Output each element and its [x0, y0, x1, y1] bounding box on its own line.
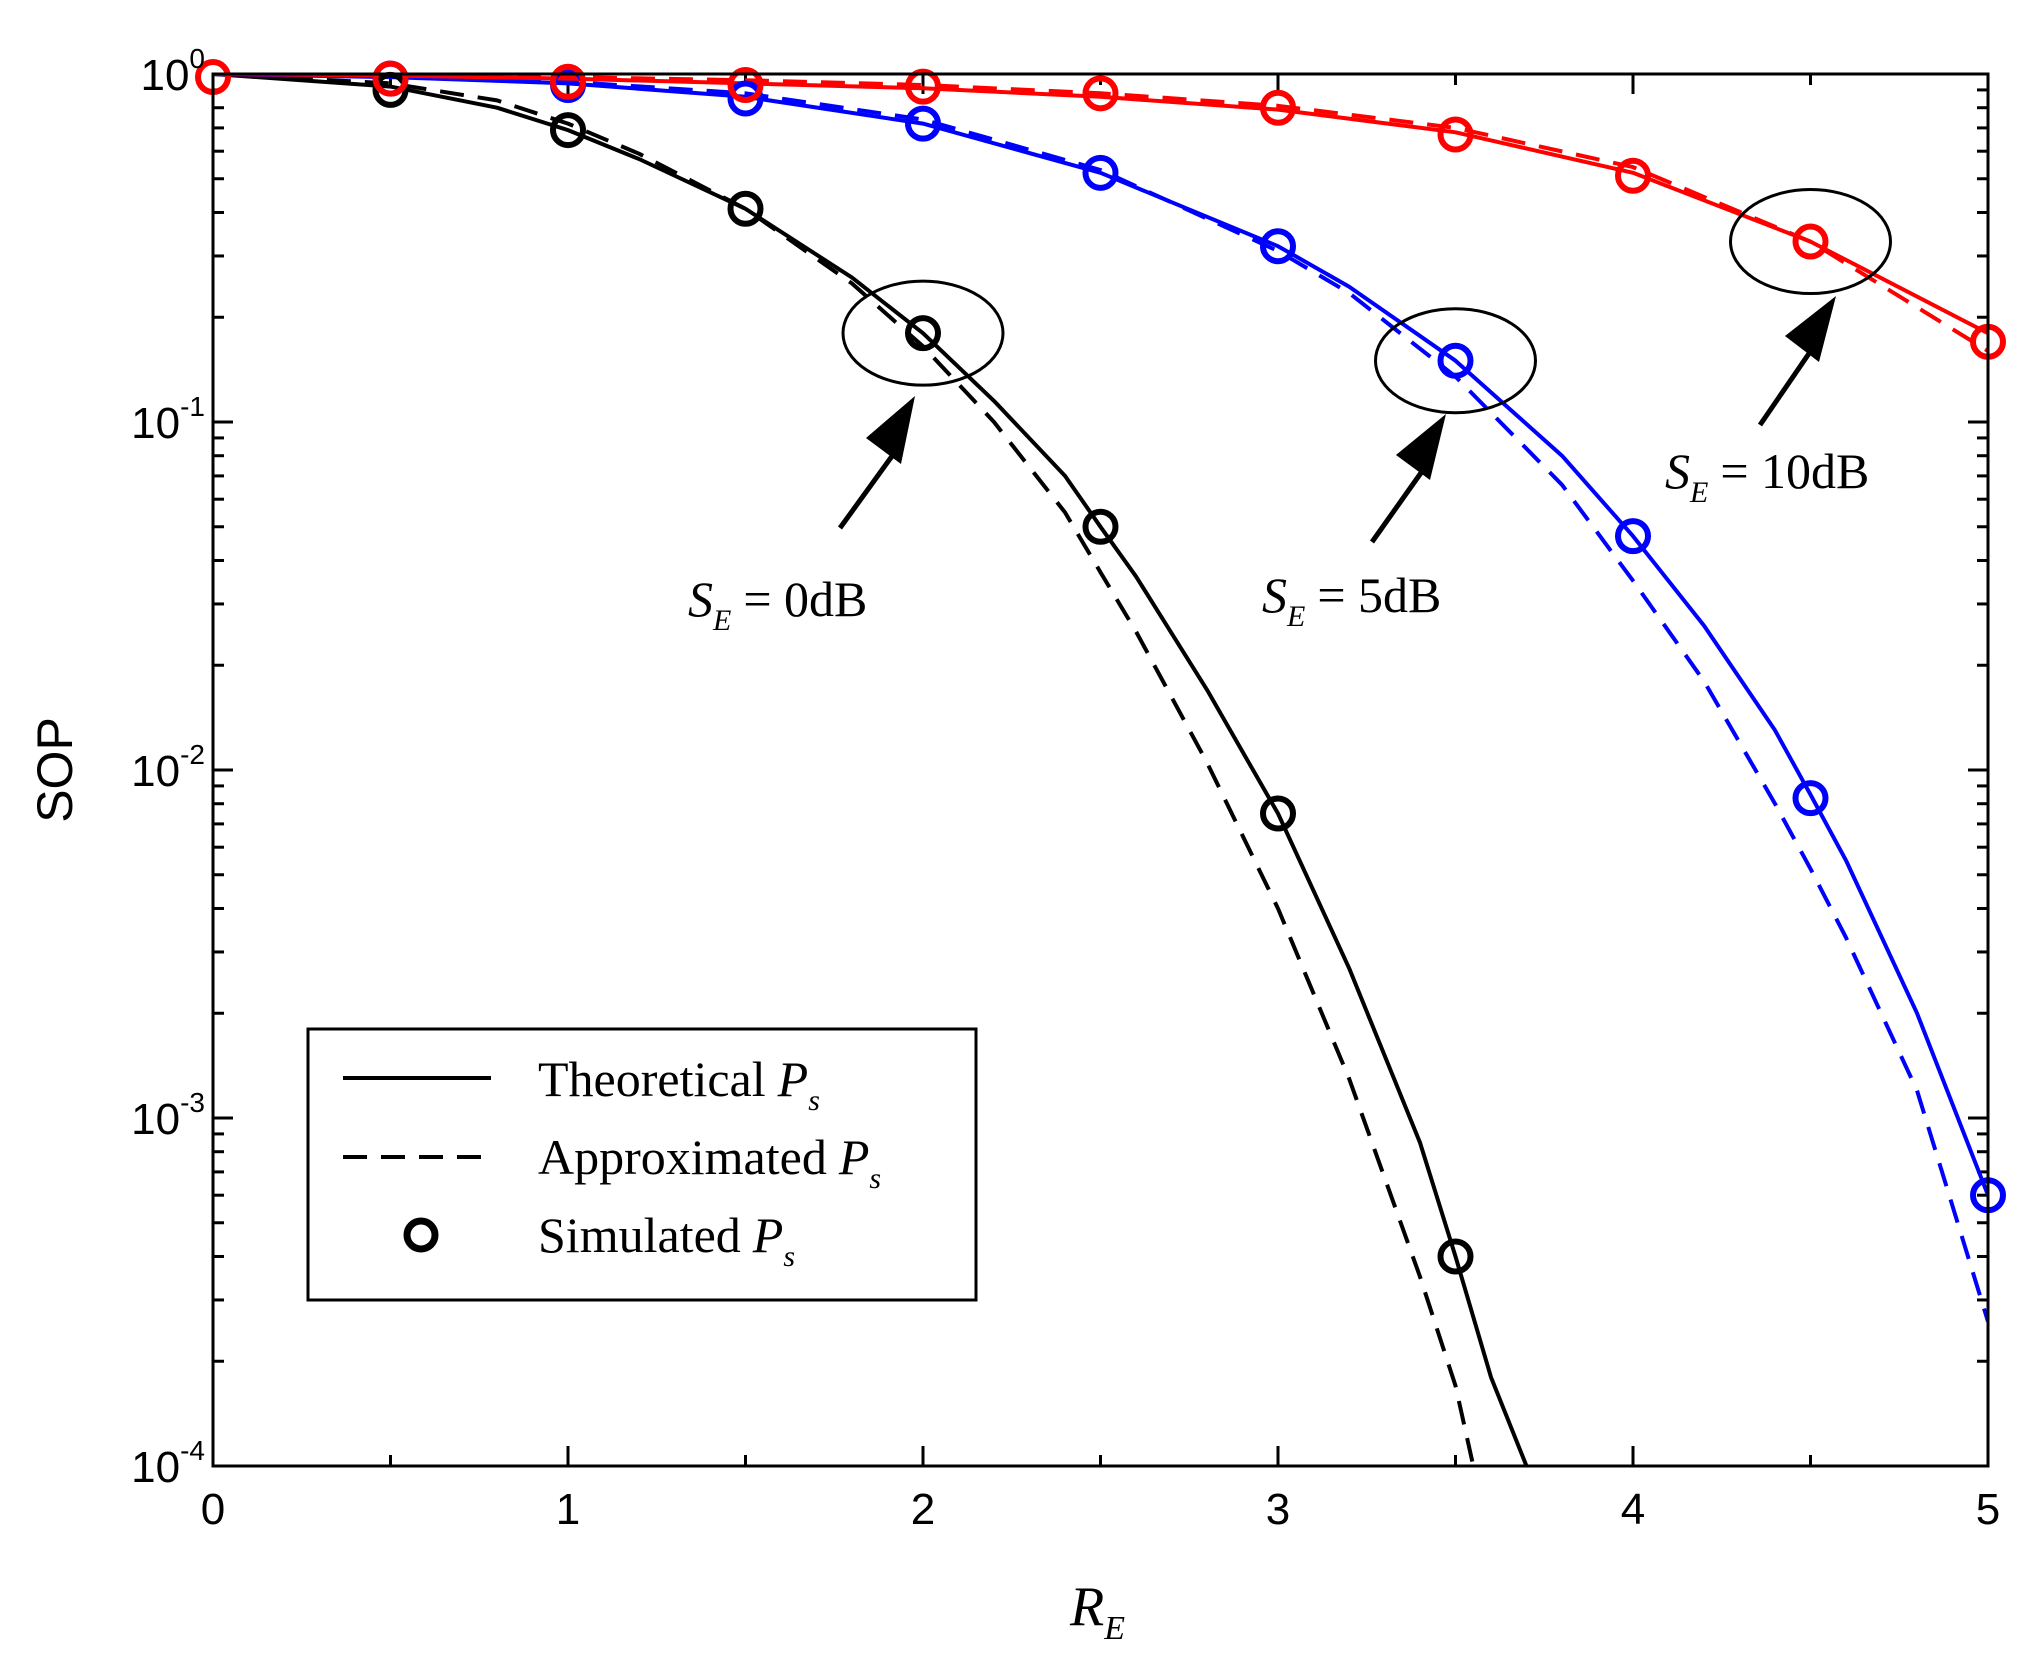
annotation-label-se10: SE = 10dB — [1665, 443, 1869, 509]
marker-se5 — [1615, 518, 1651, 555]
marker-se0 — [1260, 795, 1296, 832]
marker-se10 — [372, 60, 409, 97]
y-tick-label: 10-3 — [131, 1087, 205, 1144]
legend: Theoretical Ps Approximated Ps Simulated Ps — [306, 1027, 978, 1302]
annotation-arrowhead-se0 — [866, 396, 915, 464]
marker-se10 — [1615, 157, 1651, 194]
x-tick-label: 0 — [201, 1485, 225, 1534]
y-tick-label: 100 — [140, 43, 205, 100]
approx-line-se10 — [213, 74, 1988, 353]
marker-se5 — [1792, 780, 1829, 817]
legend-label-approximated: Approximated Ps — [538, 1129, 881, 1195]
annotation-se0: SE = 0dB — [688, 279, 1005, 637]
marker-se10 — [727, 66, 764, 103]
marker-se5 — [905, 105, 941, 142]
annotation-arrowhead-se5 — [1396, 414, 1446, 480]
marker-se10 — [1082, 75, 1119, 112]
marker-se0 — [1082, 508, 1119, 545]
annotation-arrow-shaft-se5 — [1369, 468, 1426, 544]
legend-label-simulated: Simulated Ps — [538, 1207, 795, 1273]
annotation-ellipse-se5 — [1374, 307, 1537, 415]
y-tick-label: 10-1 — [131, 391, 205, 448]
annotation-label-se5: SE = 5dB — [1262, 567, 1441, 633]
marker-se0 — [550, 112, 586, 149]
marker-se10 — [550, 63, 586, 100]
marker-se5 — [1260, 228, 1296, 265]
plot-frame — [211, 72, 1990, 1468]
y-axis-label: SOP — [27, 717, 83, 823]
annotation-label-se0: SE = 0dB — [688, 571, 867, 637]
x-axis-label: RE — [1069, 1576, 1125, 1647]
marker-se10 — [1792, 223, 1829, 260]
annotation-arrowhead-se10 — [1785, 296, 1836, 362]
marker-se5 — [727, 80, 764, 117]
minor-ticks — [213, 88, 1988, 1363]
legend-swatch-marker — [403, 1217, 439, 1253]
annotation-arrow-shaft-se0 — [837, 450, 898, 530]
marker-se10 — [1260, 89, 1296, 126]
marker-se0 — [727, 190, 764, 227]
marker-se0 — [1437, 1238, 1474, 1275]
annotation-se5: SE = 5dB — [1262, 307, 1537, 633]
annotation-se10: SE = 10dB — [1665, 188, 1892, 509]
y-tick-labels: 100 10-1 10-2 10-3 10-4 — [131, 43, 205, 1492]
marker-se5 — [1437, 342, 1474, 379]
marker-se5 — [1082, 154, 1119, 191]
x-tick-labels: 0 1 2 3 4 5 — [201, 1485, 2000, 1534]
theory-line-se5 — [213, 74, 1988, 1196]
marker-se10 — [1437, 116, 1474, 153]
annotation-ellipse-se10 — [1729, 188, 1892, 296]
theory-line-se10 — [213, 74, 1988, 335]
x-axis-label-sub: E — [1103, 1610, 1125, 1647]
annotations: SE = 0dB SE = 5dB SE = 10dB — [688, 188, 1892, 637]
y-tick-label: 10-2 — [131, 739, 205, 796]
x-tick-label: 2 — [911, 1485, 935, 1534]
x-tick-label: 1 — [556, 1485, 580, 1534]
marker-se0 — [905, 315, 941, 352]
y-tick-label: 10-4 — [131, 1435, 205, 1492]
theory-line-se0 — [213, 74, 1529, 1466]
annotation-ellipse-se0 — [841, 279, 1005, 387]
x-tick-label: 5 — [1976, 1485, 2000, 1534]
x-axis-label-main: R — [1069, 1576, 1104, 1638]
legend-label-theoretical: Theoretical Ps — [538, 1051, 820, 1117]
legend-box — [306, 1027, 978, 1302]
x-tick-label: 3 — [1266, 1485, 1290, 1534]
annotation-arrow-shaft-se10 — [1757, 350, 1813, 427]
marker-se10 — [905, 68, 941, 105]
x-tick-label: 4 — [1621, 1485, 1645, 1534]
